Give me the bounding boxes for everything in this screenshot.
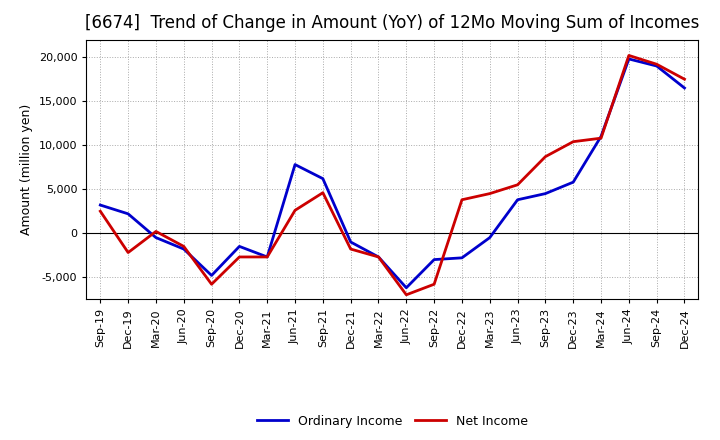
Net Income	[263, 254, 271, 260]
Ordinary Income	[346, 239, 355, 245]
Y-axis label: Amount (million yen): Amount (million yen)	[20, 104, 33, 235]
Net Income	[291, 208, 300, 213]
Ordinary Income	[235, 244, 243, 249]
Net Income	[374, 254, 383, 260]
Ordinary Income	[96, 202, 104, 208]
Net Income	[318, 190, 327, 195]
Net Income	[485, 191, 494, 196]
Ordinary Income	[624, 56, 633, 62]
Net Income	[541, 154, 550, 159]
Legend: Ordinary Income, Net Income: Ordinary Income, Net Income	[257, 414, 528, 428]
Net Income	[402, 292, 410, 297]
Ordinary Income	[374, 254, 383, 260]
Ordinary Income	[263, 254, 271, 260]
Ordinary Income	[513, 197, 522, 202]
Net Income	[652, 62, 661, 67]
Ordinary Income	[485, 235, 494, 240]
Line: Ordinary Income: Ordinary Income	[100, 59, 685, 288]
Title: [6674]  Trend of Change in Amount (YoY) of 12Mo Moving Sum of Incomes: [6674] Trend of Change in Amount (YoY) o…	[85, 15, 700, 33]
Net Income	[207, 282, 216, 287]
Ordinary Income	[207, 273, 216, 278]
Line: Net Income: Net Income	[100, 55, 685, 295]
Net Income	[513, 182, 522, 187]
Ordinary Income	[179, 246, 188, 252]
Ordinary Income	[430, 257, 438, 262]
Net Income	[346, 246, 355, 252]
Net Income	[430, 282, 438, 287]
Net Income	[458, 197, 467, 202]
Net Income	[624, 53, 633, 58]
Net Income	[235, 254, 243, 260]
Net Income	[179, 244, 188, 249]
Ordinary Income	[541, 191, 550, 196]
Ordinary Income	[458, 255, 467, 260]
Net Income	[569, 139, 577, 144]
Ordinary Income	[597, 134, 606, 139]
Net Income	[152, 229, 161, 234]
Net Income	[680, 77, 689, 82]
Ordinary Income	[402, 285, 410, 290]
Net Income	[96, 209, 104, 214]
Ordinary Income	[318, 176, 327, 181]
Net Income	[597, 136, 606, 141]
Ordinary Income	[680, 85, 689, 91]
Ordinary Income	[569, 180, 577, 185]
Ordinary Income	[124, 211, 132, 216]
Ordinary Income	[652, 63, 661, 69]
Ordinary Income	[291, 162, 300, 167]
Net Income	[124, 250, 132, 255]
Ordinary Income	[152, 235, 161, 240]
